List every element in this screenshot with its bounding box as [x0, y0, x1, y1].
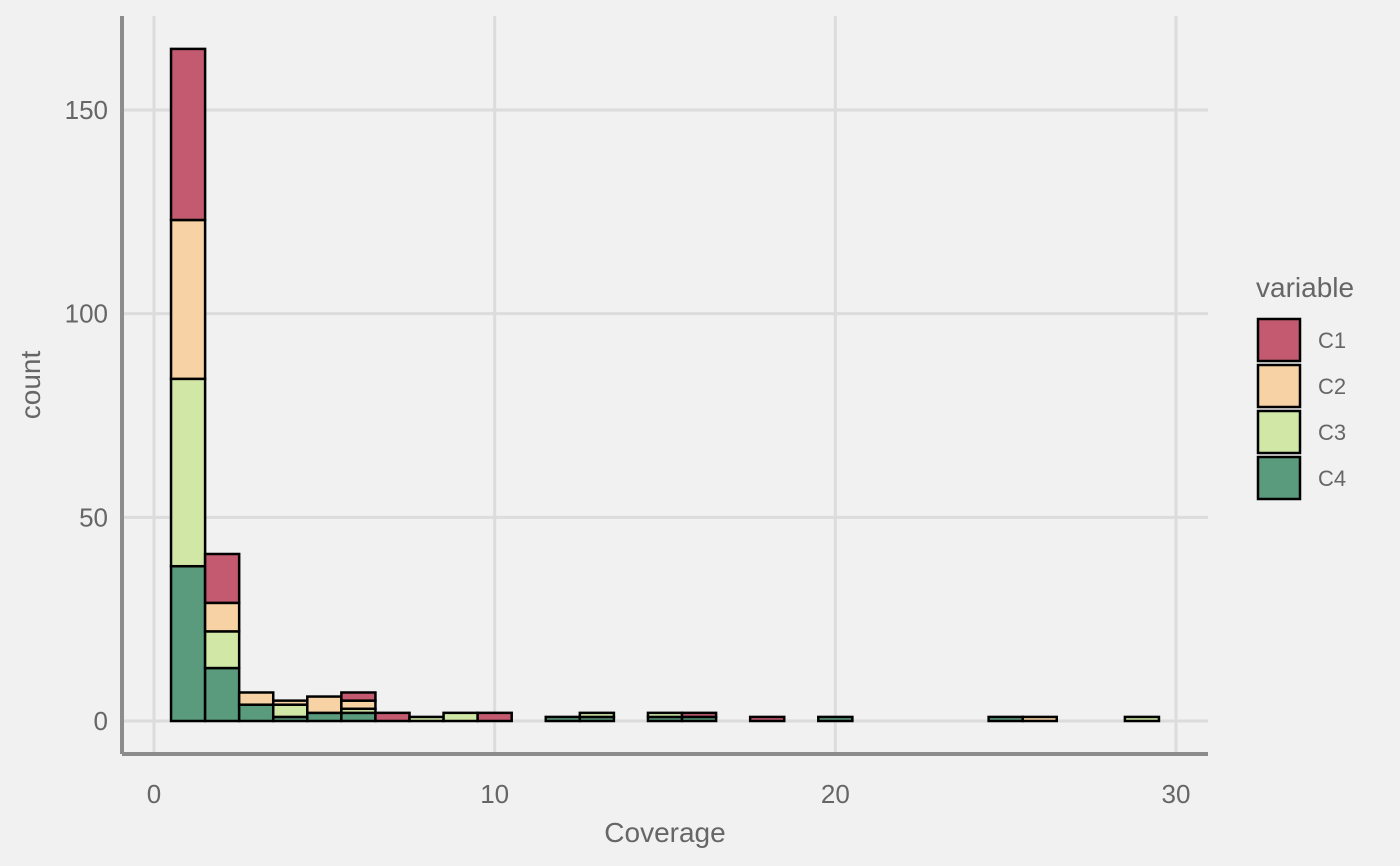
bar-c1: [476, 711, 513, 723]
bar-c1: [169, 47, 207, 222]
legend-label-c3: C3: [1318, 420, 1346, 445]
bar-c4: [237, 703, 275, 723]
legend-label-c2: C2: [1318, 374, 1346, 399]
bar-c3: [646, 711, 684, 719]
legend-key-c4: [1256, 455, 1302, 501]
legend-title: variable: [1256, 272, 1354, 303]
axes: [120, 16, 1208, 756]
bars: [169, 47, 1161, 723]
bar-c2: [203, 601, 241, 633]
bar-c2: [1021, 715, 1059, 723]
grid-lines: [122, 16, 1208, 754]
y-axis-title: count: [15, 351, 46, 420]
bar-c4: [169, 564, 207, 723]
bar-c4: [987, 715, 1024, 723]
x-tick-label: 0: [147, 779, 161, 809]
y-tick-label: 0: [94, 706, 108, 736]
bar-c2: [237, 691, 275, 706]
bar-c3: [169, 377, 207, 568]
bar-c2: [169, 218, 207, 381]
legend-label-c1: C1: [1318, 328, 1346, 353]
bar-c4: [203, 666, 241, 723]
x-tick-label: 10: [480, 779, 509, 809]
bar-c3: [408, 715, 445, 723]
bar-c3: [203, 630, 241, 670]
bar-c1: [340, 691, 377, 702]
legend-key-c1: [1256, 317, 1302, 363]
bar-c3: [271, 703, 309, 719]
x-axis-title: Coverage: [604, 817, 725, 848]
bar-c4: [817, 715, 854, 723]
y-tick-label: 100: [65, 299, 108, 329]
bar-c1: [374, 711, 411, 723]
bar-c2: [271, 699, 309, 706]
bar-c1: [748, 715, 786, 723]
x-tick-label: 20: [821, 779, 850, 809]
bar-c3: [1123, 715, 1161, 723]
y-tick-label: 50: [79, 502, 108, 532]
y-tick-label: 150: [65, 95, 108, 125]
bar-c4: [544, 715, 582, 723]
bar-c2: [306, 695, 343, 715]
bar-c3: [578, 711, 616, 719]
legend-key-c2: [1256, 363, 1302, 409]
bar-c3: [442, 711, 479, 723]
x-tick-label: 30: [1162, 779, 1191, 809]
bar-c1: [680, 711, 718, 719]
legend-key-c3: [1256, 409, 1302, 455]
tick-labels: 0 10 20 30 0 50 100 150: [65, 95, 1191, 809]
bar-c1: [203, 552, 241, 605]
legend: variable C1 C2 C3 C4: [1256, 272, 1354, 501]
legend-label-c4: C4: [1318, 466, 1346, 491]
